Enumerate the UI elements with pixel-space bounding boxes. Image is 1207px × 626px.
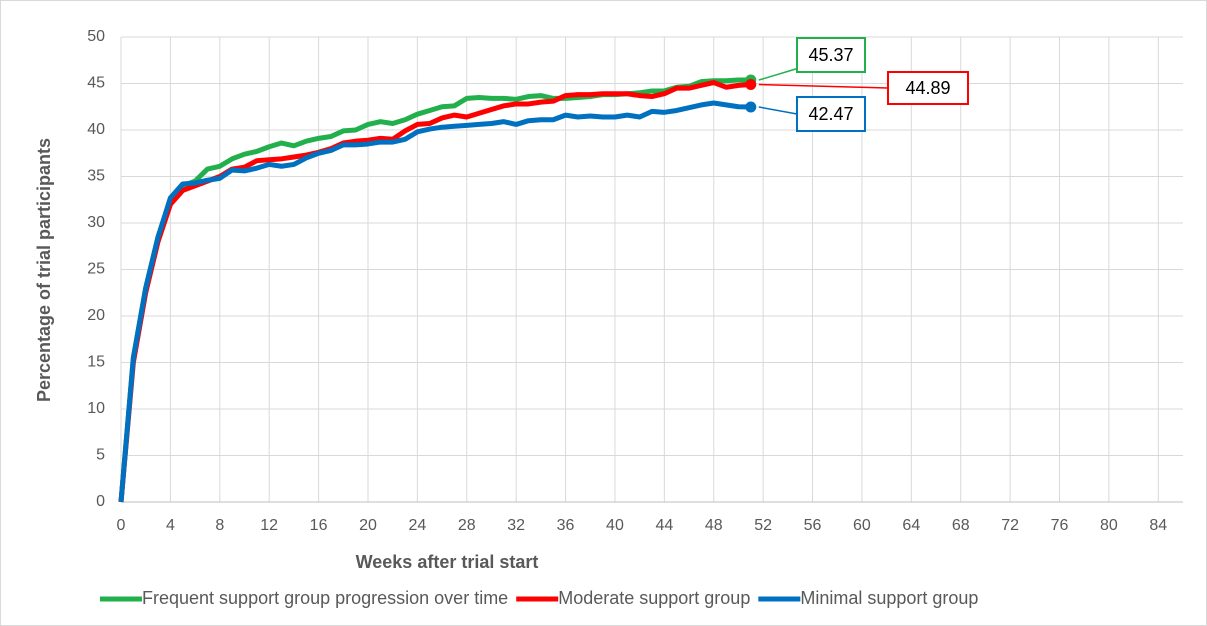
x-tick-label: 48 <box>705 517 723 534</box>
y-tick-label: 0 <box>96 493 105 510</box>
legend-label: Moderate support group <box>558 588 750 608</box>
x-tick-label: 4 <box>166 517 175 534</box>
callout-label: 44.89 <box>905 78 950 98</box>
series-line <box>118 100 751 503</box>
series-line <box>118 77 751 503</box>
x-tick-label: 20 <box>359 517 377 534</box>
callout-box <box>887 71 969 105</box>
x-tick-label: 60 <box>853 517 871 534</box>
x-tick-label: 44 <box>655 517 673 534</box>
y-tick-label: 35 <box>87 168 105 185</box>
x-tick-label: 28 <box>458 517 476 534</box>
legend-label: Frequent support group progression over … <box>142 588 508 608</box>
x-tick-label: 8 <box>215 517 224 534</box>
end-marker <box>745 79 757 91</box>
y-tick-label: 45 <box>87 75 105 92</box>
x-tick-label: 16 <box>310 517 328 534</box>
y-tick-label: 30 <box>87 214 105 231</box>
callout-pointer <box>758 83 889 89</box>
x-tick-label: 40 <box>606 517 624 534</box>
x-tick-label: 64 <box>902 517 920 534</box>
y-axis-title: Percentage of trial participants <box>34 138 54 402</box>
callout-pointer <box>758 67 798 81</box>
callout-label: 42.47 <box>808 104 853 124</box>
x-tick-label: 52 <box>754 517 772 534</box>
x-tick-label: 36 <box>557 517 575 534</box>
y-tick-label: 15 <box>87 354 105 371</box>
legend-label: Minimal support group <box>800 588 978 608</box>
x-tick-label: 24 <box>408 517 426 534</box>
y-tick-label: 10 <box>87 400 105 417</box>
callout-pointer <box>758 106 798 115</box>
y-tick-label: 25 <box>87 261 105 278</box>
legend: Frequent support group progression over … <box>100 588 978 608</box>
x-tick-label: 72 <box>1001 517 1019 534</box>
callout-box <box>796 37 866 73</box>
y-tick-label: 5 <box>96 447 105 464</box>
x-tick-label: 80 <box>1100 517 1118 534</box>
x-tick-label: 68 <box>952 517 970 534</box>
x-tick-label: 32 <box>507 517 525 534</box>
callout-box <box>796 96 866 132</box>
end-marker <box>745 101 757 113</box>
x-tick-label: 0 <box>117 517 126 534</box>
x-tick-label: 56 <box>804 517 822 534</box>
y-tick-label: 40 <box>87 121 105 138</box>
y-tick-label: 20 <box>87 307 105 324</box>
x-tick-label: 84 <box>1149 517 1167 534</box>
x-axis-title: Weeks after trial start <box>356 552 539 572</box>
x-tick-label: 76 <box>1051 517 1069 534</box>
x-tick-label: 12 <box>260 517 278 534</box>
callout-label: 45.37 <box>808 45 853 65</box>
y-tick-label: 50 <box>87 28 105 45</box>
